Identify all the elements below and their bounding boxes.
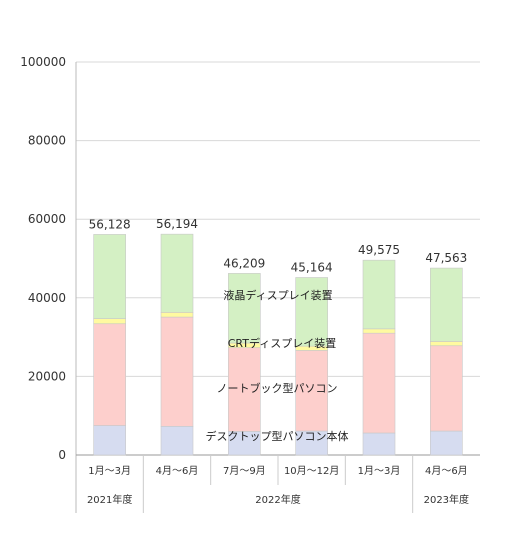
bar-segment-0	[430, 430, 463, 456]
total-label: 56,194	[156, 217, 198, 231]
period-label: 2021年度	[87, 493, 132, 506]
x-tick-label: 4月～6月	[156, 465, 199, 477]
total-label: 56,128	[89, 217, 131, 231]
bar-segment-2	[430, 341, 463, 347]
x-tick-label: 1月～3月	[88, 465, 131, 477]
series-label: 液晶ディスプレイ装置	[223, 288, 332, 302]
bar-segment-1	[430, 345, 463, 432]
period-label: 2022年度	[255, 493, 300, 506]
total-label: 46,209	[223, 256, 265, 270]
x-tick-label: 1月～3月	[358, 465, 401, 477]
bar-segment-3	[93, 234, 126, 319]
y-tick-label: 100000	[20, 55, 66, 69]
bar-segment-0	[362, 432, 396, 456]
bar-segment-2	[93, 318, 126, 325]
bar-segment-1	[362, 332, 396, 434]
bar-segment-3	[228, 273, 261, 344]
y-tick-label: 80000	[28, 134, 66, 148]
bar-segment-1	[295, 350, 328, 432]
bar-segment-1	[93, 323, 126, 426]
series-label: CRTディスプレイ装置	[228, 336, 336, 350]
bar-segment-1	[228, 347, 261, 432]
total-label: 45,164	[291, 261, 333, 275]
x-tick-label: 7月～9月	[223, 465, 266, 477]
y-tick-label: 60000	[28, 212, 66, 226]
y-tick-label: 20000	[28, 369, 66, 383]
bar-segment-0	[93, 425, 126, 456]
bar-segment-1	[160, 316, 194, 427]
total-label: 49,575	[358, 243, 400, 257]
bar-segment-3	[430, 267, 463, 342]
y-tick-label: 40000	[28, 291, 66, 305]
period-label: 2023年度	[424, 493, 469, 506]
y-tick-label: 0	[58, 448, 66, 462]
series-label: デスクトップ型パソコン本体	[206, 429, 349, 443]
x-tick-label: 10月～12月	[284, 465, 339, 477]
bar-segment-3	[160, 233, 194, 313]
total-label: 47,563	[425, 251, 467, 265]
series-label: ノートブック型パソコン	[217, 381, 338, 395]
bar-segment-3	[295, 277, 328, 347]
bar-segment-3	[362, 259, 396, 330]
bar-segment-2	[362, 328, 396, 334]
bar-segment-2	[160, 312, 194, 318]
x-tick-label: 4月～6月	[425, 465, 468, 477]
bar-segment-0	[160, 426, 194, 456]
